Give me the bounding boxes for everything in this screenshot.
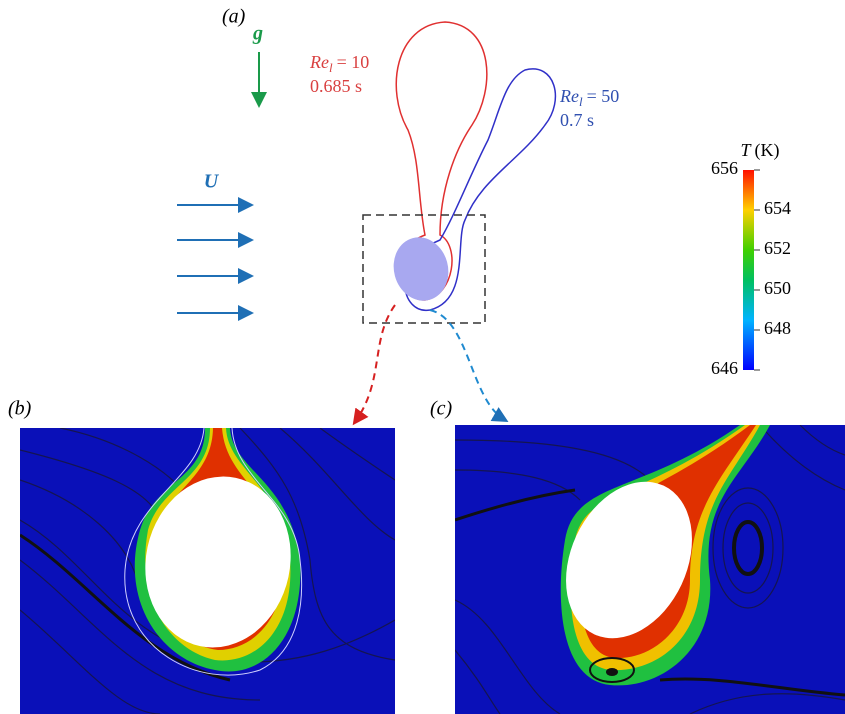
colorbar [743,170,754,370]
zoom-arrow [429,309,509,422]
field-panel [455,425,845,714]
colorbar-tick-label: 648 [764,318,791,338]
colorbar-tick-label: 646 [711,358,738,378]
colorbar-tick-label: 652 [764,238,791,258]
colorbar-title: T (K) [740,140,779,161]
colorbar-tick-label: 650 [764,278,791,298]
zoom-box [362,214,486,324]
colorbar-tick-label: 656 [711,158,738,178]
zoom-arrow [352,304,396,426]
gravity-label: g [252,23,263,45]
droplet-outline [404,68,557,311]
case-label: Rel = 10 [309,52,369,75]
panel-label: (c) [430,398,453,420]
velocity-label: U [204,171,220,193]
panel-label: (a) [222,6,246,28]
velocity-arrows [177,197,254,321]
case-time: 0.7 s [560,110,594,130]
droplet [393,237,449,301]
case-time: 0.685 s [310,76,362,96]
field-panel [20,428,395,714]
case-label: Rel = 50 [559,86,619,109]
panel-label: (b) [8,398,32,420]
colorbar-tick-label: 654 [764,198,791,218]
